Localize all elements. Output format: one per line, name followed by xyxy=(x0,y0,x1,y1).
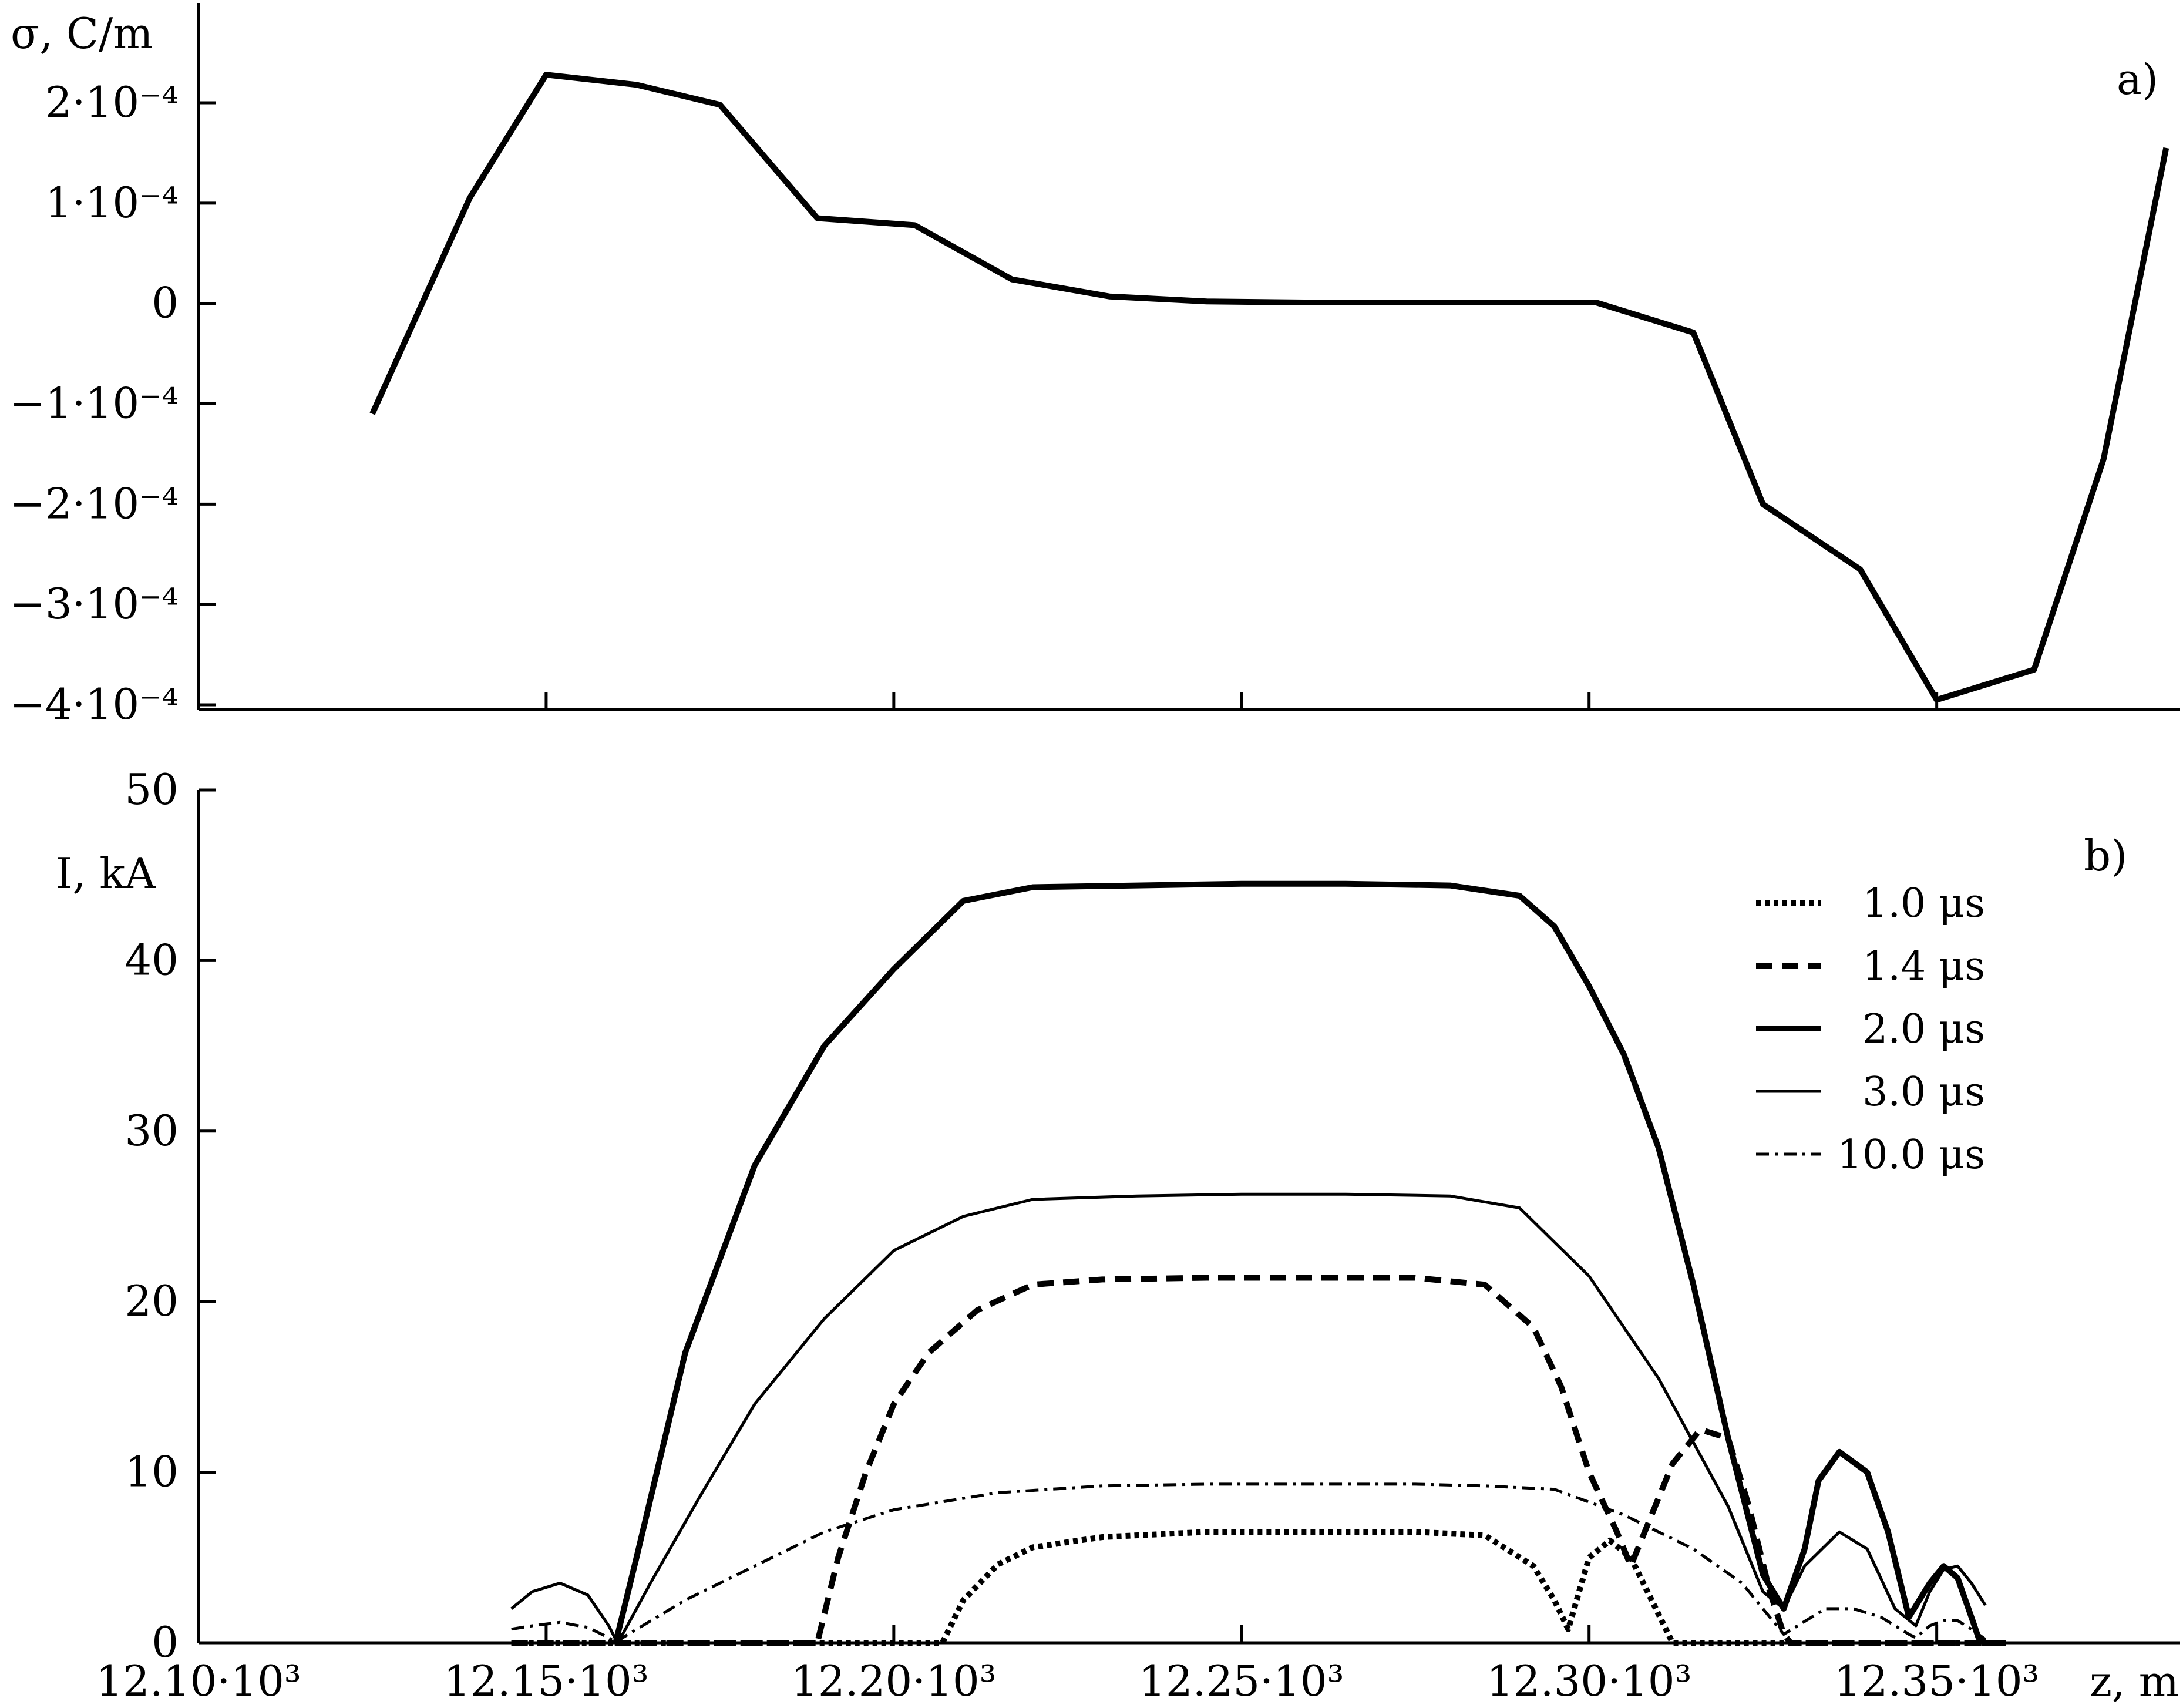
panel-a-y-axis-title: σ, C/m xyxy=(11,9,153,58)
y-tick-label: −2·10⁻⁴ xyxy=(9,479,179,528)
y-tick-label: 2·10⁻⁴ xyxy=(45,78,179,127)
panel-b-y-axis-title: I, kA xyxy=(56,849,156,898)
panel-b-label: b) xyxy=(2084,831,2127,880)
panel-a-label: a) xyxy=(2117,55,2158,104)
series-line-2-0s xyxy=(613,880,1993,1646)
x-tick-label: 12.15·10³ xyxy=(443,1656,649,1706)
x-tick-label: 12.30·10³ xyxy=(1486,1656,1692,1706)
x-tick-label: 12.20·10³ xyxy=(791,1656,997,1706)
legend-label: 10.0 μs xyxy=(1837,1132,1985,1178)
y-tick-label: 0 xyxy=(152,278,179,328)
y-tick-label: −1·10⁻⁴ xyxy=(9,379,179,428)
legend-label: 1.4 μs xyxy=(1862,943,1985,990)
y-tick-label: 1·10⁻⁴ xyxy=(45,178,179,227)
legend: 1.0 μs 1.4 μs 2.0 μs 3.0 μs 10.0 μs xyxy=(1756,880,1985,1178)
legend-label: 2.0 μs xyxy=(1862,1006,1985,1053)
y-tick-label: 20 xyxy=(125,1276,179,1326)
legend-label: 1.0 μs xyxy=(1862,880,1985,927)
series-line-1-4s xyxy=(511,1275,2006,1646)
x-tick-label: 12.10·10³ xyxy=(96,1656,301,1706)
panel-a-sigma-chart: 2·10⁻⁴ 1·10⁻⁴ 0 −1·10⁻⁴ −2·10⁻⁴ −3·10⁻⁴ −4·10⁻… xyxy=(9,3,2180,729)
legend-label: 3.0 μs xyxy=(1862,1069,1985,1115)
y-tick-label: 50 xyxy=(125,765,179,814)
y-tick-label: 0 xyxy=(152,1618,179,1667)
panel-b-y-ticks: 0 10 20 30 40 50 xyxy=(125,765,216,1667)
series-line-0 xyxy=(369,72,2169,703)
series-line-3-0s xyxy=(510,1192,1987,1641)
series-line-10-0s xyxy=(511,1482,1986,1645)
panel-b-x-axis-title: z, m xyxy=(2090,1657,2179,1706)
y-tick-label: 30 xyxy=(125,1106,179,1155)
y-tick-label: 10 xyxy=(125,1447,179,1497)
panel-a-x-ticks xyxy=(544,692,1939,710)
panel-a-series xyxy=(369,72,2169,703)
panel-b-series xyxy=(510,880,2006,1646)
y-tick-label: −4·10⁻⁴ xyxy=(9,680,179,729)
panel-b-x-ticks: 12.10·10³ 12.15·10³ 12.20·10³ 12.25·10³ 12.3… xyxy=(96,1625,2039,1706)
y-tick-label: −3·10⁻⁴ xyxy=(9,579,179,628)
y-tick-label: 40 xyxy=(125,935,179,984)
series-line-1-0s xyxy=(511,1529,2006,1646)
x-tick-label: 12.35·10³ xyxy=(1834,1656,2040,1706)
x-tick-label: 12.25·10³ xyxy=(1139,1656,1344,1706)
panel-a-y-ticks: 2·10⁻⁴ 1·10⁻⁴ 0 −1·10⁻⁴ −2·10⁻⁴ −3·10⁻⁴ −4·10⁻… xyxy=(9,78,216,729)
